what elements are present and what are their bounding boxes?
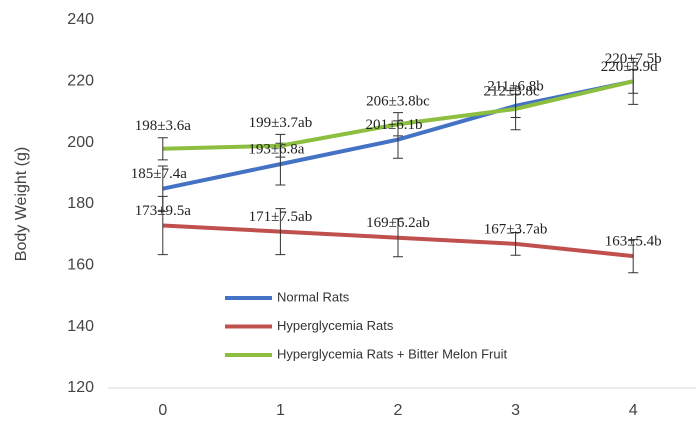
value-label: 169±6.2ab bbox=[366, 215, 430, 231]
y-tick-label: 200 bbox=[67, 134, 94, 151]
value-label: 211±6.8b bbox=[487, 78, 543, 94]
value-label: 198±3.6a bbox=[135, 118, 191, 134]
error-bar bbox=[157, 137, 168, 161]
error-bar bbox=[157, 195, 168, 256]
value-label: 185±7.4a bbox=[131, 166, 187, 182]
error-bar bbox=[275, 133, 286, 158]
legend-label: Hyperglycemia Rats bbox=[277, 318, 394, 333]
y-tick-label: 240 bbox=[67, 11, 94, 28]
error-bar bbox=[628, 239, 639, 274]
error-bar bbox=[510, 87, 521, 131]
value-label: 171±7.5ab bbox=[249, 209, 313, 225]
y-axis-label: Body Weight (g) bbox=[13, 147, 30, 261]
value-label: 193±6.8a bbox=[248, 142, 304, 158]
value-label: 212±3.8c bbox=[484, 83, 540, 99]
value-label: 163±5.4b bbox=[605, 234, 662, 250]
value-label: 173±9.5a bbox=[135, 203, 191, 219]
error-bar bbox=[510, 232, 521, 256]
y-tick-label: 220 bbox=[67, 73, 94, 90]
value-label: 206±3.8bc bbox=[366, 94, 430, 110]
y-tick-label: 140 bbox=[67, 318, 94, 335]
error-bar bbox=[628, 57, 639, 105]
value-label: 201±6.1b bbox=[366, 117, 423, 133]
x-tick-label: 1 bbox=[276, 402, 285, 419]
legend-label: Hyperglycemia Rats + Bitter Melon Fruit bbox=[277, 346, 507, 361]
value-label: 220±3.9d bbox=[601, 59, 658, 75]
legend-label: Normal Rats bbox=[277, 289, 350, 304]
error-bar bbox=[275, 208, 286, 256]
y-tick-label: 180 bbox=[67, 195, 94, 212]
x-tick-label: 0 bbox=[158, 402, 167, 419]
error-bar bbox=[393, 112, 403, 137]
y-tick-label: 160 bbox=[67, 257, 94, 274]
value-label: 199±3.7ab bbox=[249, 115, 313, 131]
value-label: 167±3.7ab bbox=[484, 221, 548, 237]
x-tick-label: 4 bbox=[629, 402, 638, 419]
y-tick-label: 120 bbox=[67, 379, 94, 396]
x-tick-label: 2 bbox=[394, 402, 403, 419]
value-label: 220±7.5b bbox=[605, 51, 662, 67]
error-bar bbox=[393, 218, 403, 258]
x-tick-label: 3 bbox=[511, 402, 520, 419]
